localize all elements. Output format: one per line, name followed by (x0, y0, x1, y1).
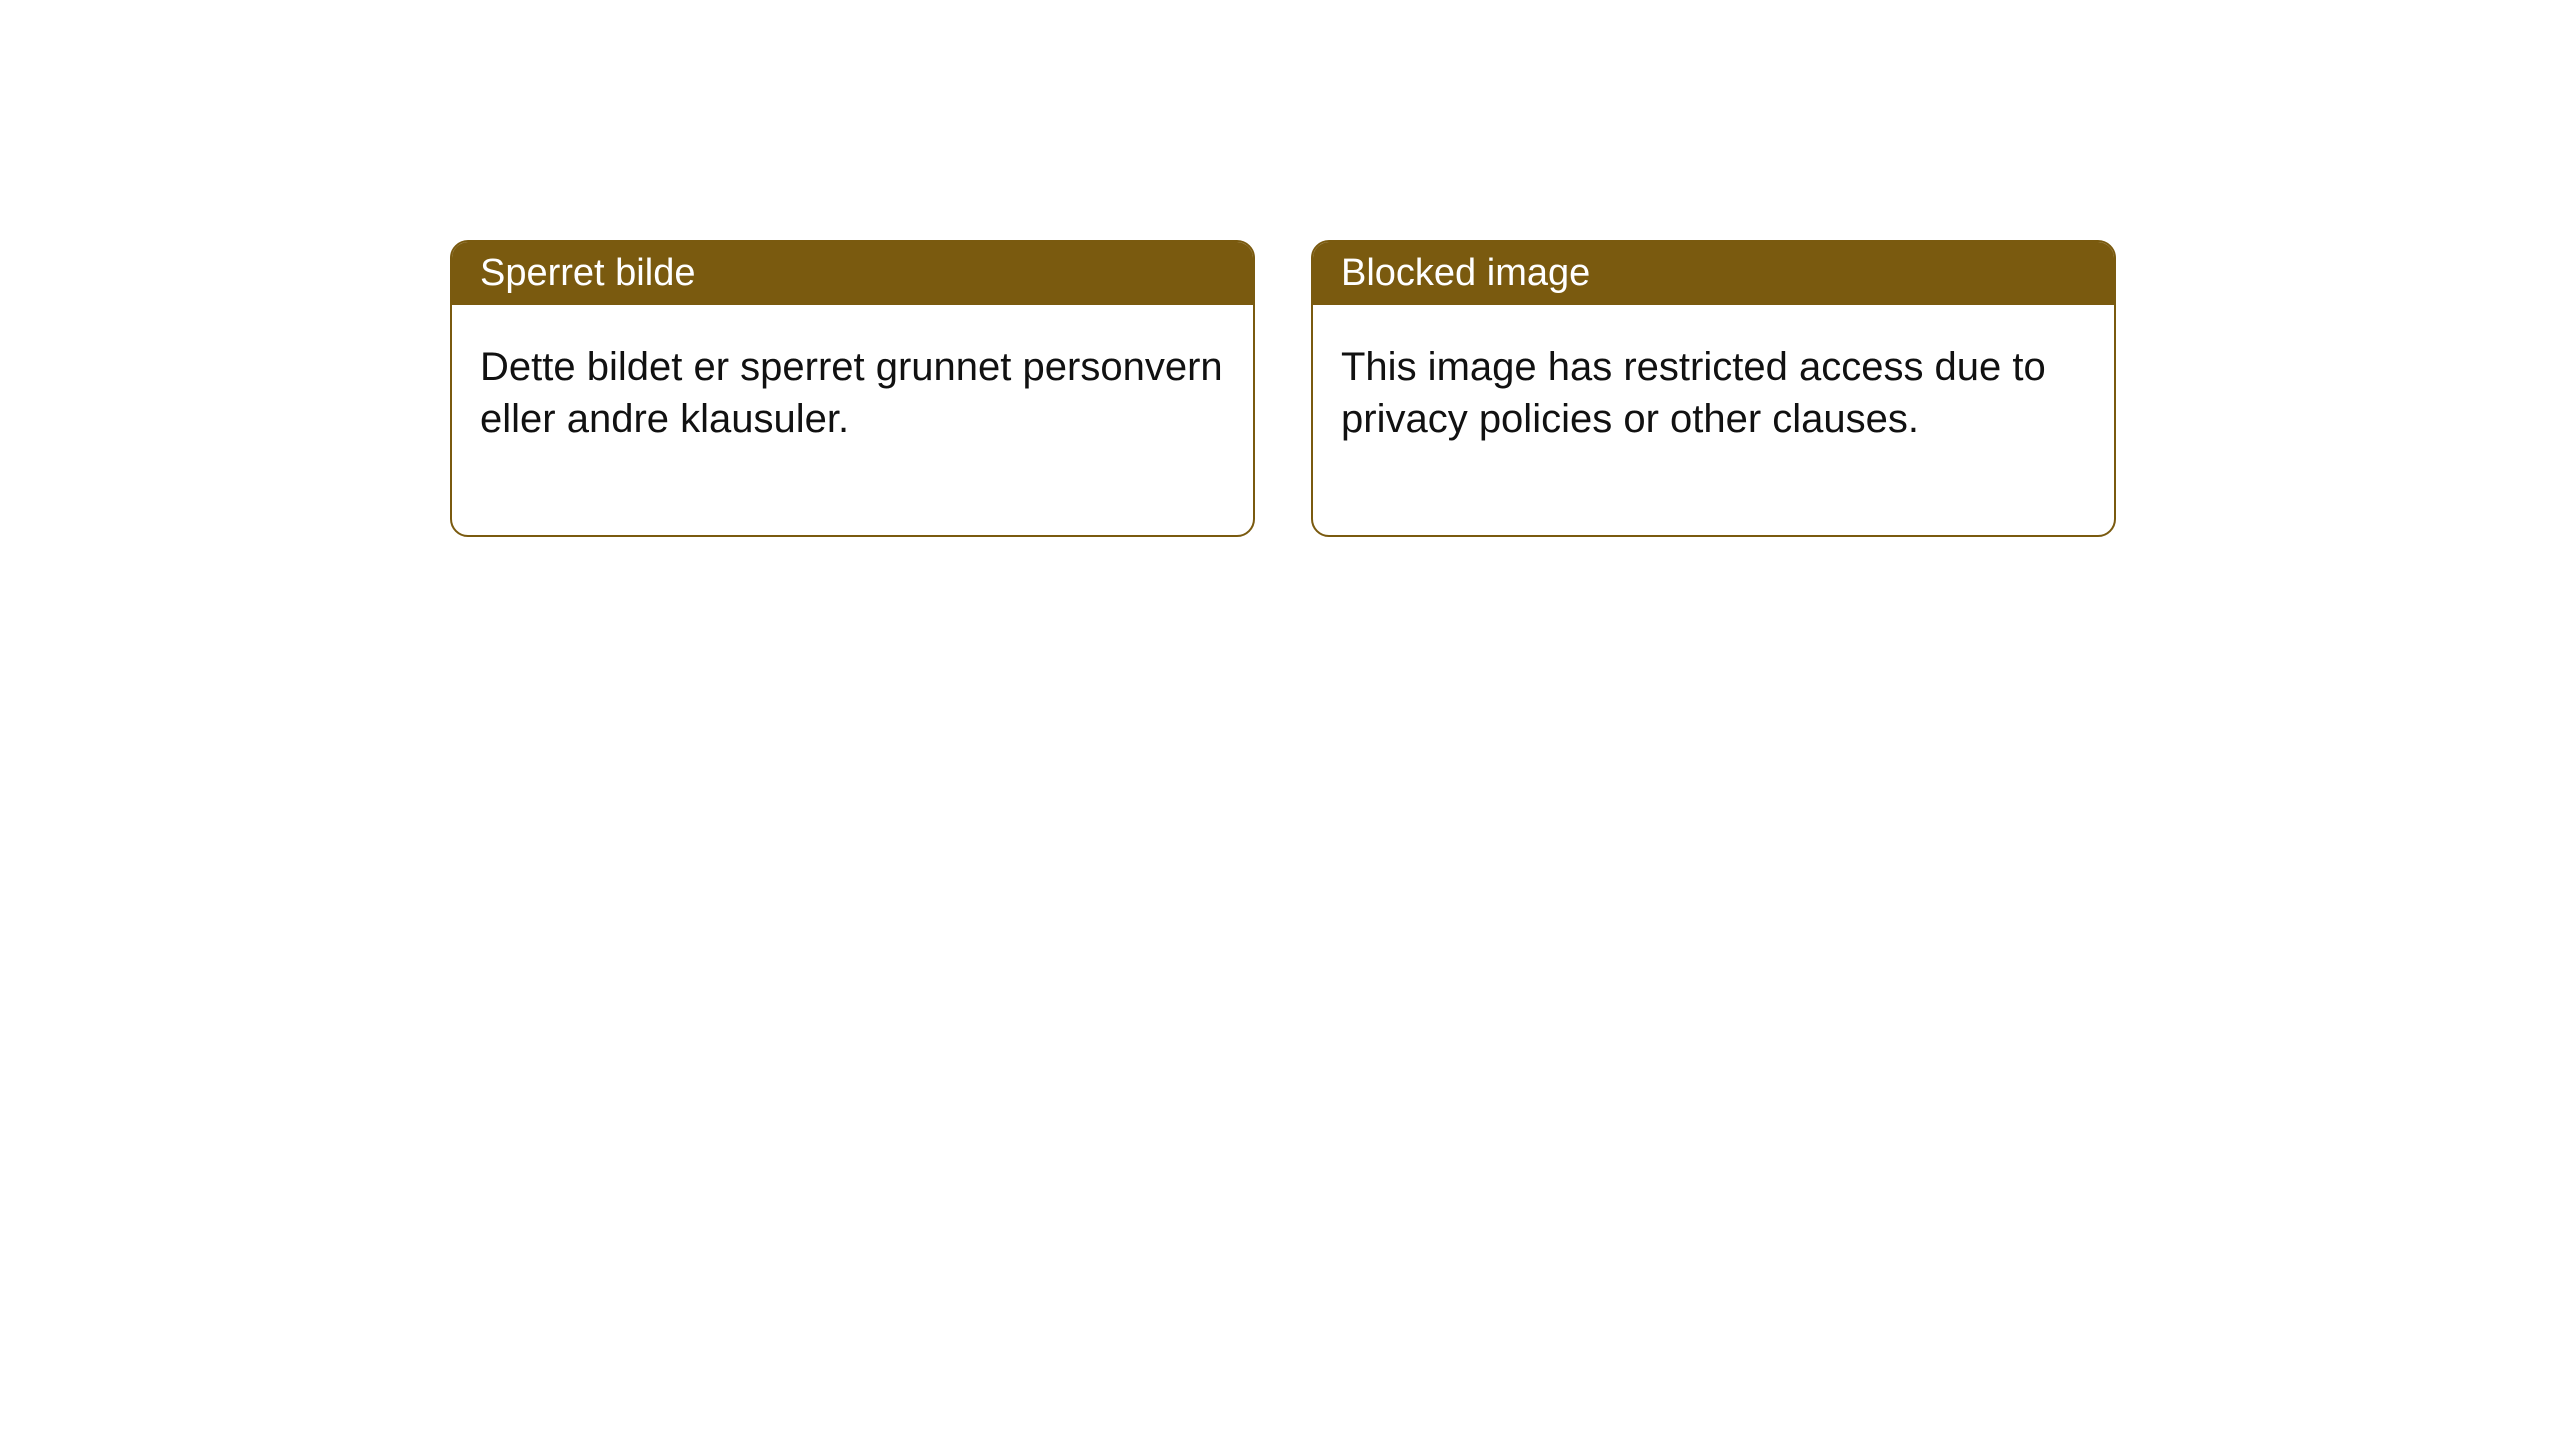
card-header: Sperret bilde (452, 242, 1253, 305)
card-header: Blocked image (1313, 242, 2114, 305)
card-body-text: Dette bildet er sperret grunnet personve… (480, 345, 1223, 441)
notice-cards-container: Sperret bilde Dette bildet er sperret gr… (0, 0, 2560, 537)
card-title: Sperret bilde (480, 252, 695, 294)
card-body: This image has restricted access due to … (1313, 305, 2114, 535)
card-title: Blocked image (1341, 252, 1590, 294)
notice-card-norwegian: Sperret bilde Dette bildet er sperret gr… (450, 240, 1255, 537)
notice-card-english: Blocked image This image has restricted … (1311, 240, 2116, 537)
card-body-text: This image has restricted access due to … (1341, 345, 2046, 441)
card-body: Dette bildet er sperret grunnet personve… (452, 305, 1253, 535)
